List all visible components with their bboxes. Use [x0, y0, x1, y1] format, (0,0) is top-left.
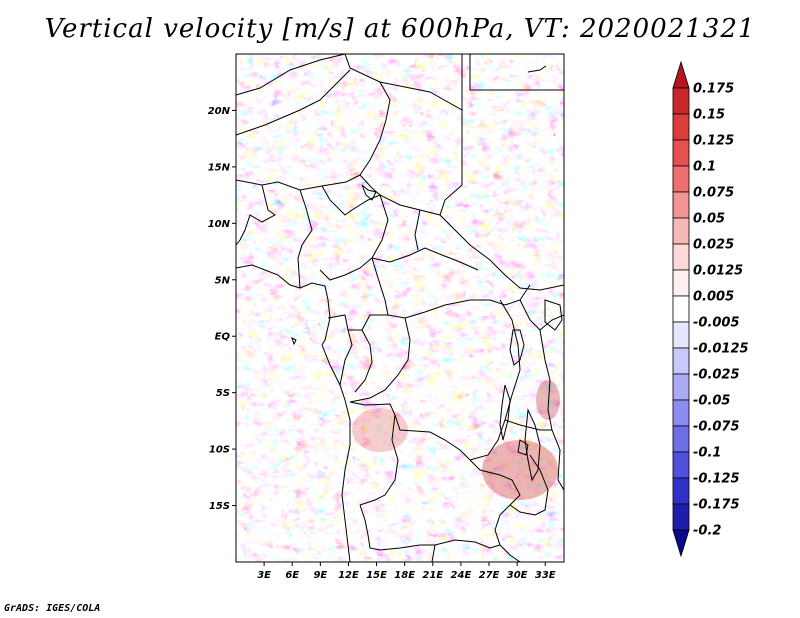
- lon-label: 21E: [422, 570, 443, 581]
- lat-label: 5N: [215, 275, 231, 286]
- colorbar-segment: [672, 243, 690, 271]
- map-frame: [235, 53, 565, 563]
- colorbar-label: -0.075: [693, 420, 740, 435]
- colorbar-segment: [672, 217, 690, 245]
- plot-title: Vertical velocity [m/s] at 600hPa, VT: 2…: [44, 14, 756, 44]
- lon-label: 30E: [507, 570, 528, 581]
- colorbar-label: 0.1: [693, 160, 716, 175]
- colorbar-label: -0.2: [693, 524, 721, 539]
- lon-label: 3E: [257, 570, 271, 581]
- colorbar-segment: [672, 60, 690, 89]
- colorbar-label: -0.005: [693, 316, 740, 331]
- colorbar-segment: [672, 503, 690, 531]
- colorbar-label: -0.175: [693, 498, 740, 513]
- colorbar-label: -0.125: [693, 472, 740, 487]
- colorbar-label: 0.025: [693, 238, 734, 253]
- lon-label: 18E: [394, 570, 415, 581]
- colorbar-segment: [672, 373, 690, 401]
- colorbar-segment: [672, 113, 690, 141]
- colorbar-label: -0.0125: [693, 342, 749, 357]
- colorbar-segment: [672, 87, 690, 115]
- colorbar-segment: [672, 477, 690, 505]
- colorbar-label: -0.05: [693, 394, 730, 409]
- lon-label: 15E: [366, 570, 387, 581]
- colorbar-segment: [672, 321, 690, 349]
- latitude-axis: 20N 15N 10N 5N EQ 5S 10S 15S: [208, 106, 236, 512]
- lon-label: 6E: [285, 570, 299, 581]
- colorbar-label: -0.025: [693, 368, 740, 383]
- colorbar-segment: [672, 269, 690, 297]
- colorbar-segment: [672, 347, 690, 375]
- colorbar-label: 0.005: [693, 290, 734, 305]
- grads-credit: GrADS: IGES/COLA: [4, 603, 101, 614]
- colorbar-label: 0.125: [693, 134, 734, 149]
- lat-label: 10N: [208, 219, 231, 230]
- colorbar-segment: [672, 399, 690, 427]
- colorbar-label: 0.15: [693, 108, 725, 123]
- colorbar-label: 0.175: [693, 82, 734, 97]
- lat-label: 15N: [208, 162, 231, 173]
- colorbar-segment: [672, 191, 690, 219]
- lon-label: 12E: [338, 570, 359, 581]
- lat-label: 5S: [216, 388, 230, 399]
- lon-label: 33E: [535, 570, 556, 581]
- lon-label: 24E: [451, 570, 472, 581]
- colorbar-label: 0.05: [693, 212, 725, 227]
- country-borders: [236, 54, 564, 562]
- lat-label: EQ: [215, 332, 231, 343]
- lon-label: 27E: [479, 570, 500, 581]
- colorbar-segment: [672, 139, 690, 167]
- colorbar-label: -0.1: [693, 446, 721, 461]
- colorbar-segment: [672, 451, 690, 479]
- colorbar-segment: [672, 529, 690, 558]
- colorbar-label: 0.0125: [693, 264, 743, 279]
- velocity-field: [236, 54, 564, 562]
- lat-label: 15S: [209, 501, 230, 512]
- longitude-axis: 3E 6E 9E 12E 15E 18E 21E 24E 27E 30E 33E: [257, 562, 556, 581]
- colorbar-segment: [672, 425, 690, 453]
- lon-label: 9E: [313, 570, 327, 581]
- lat-label: 20N: [208, 106, 231, 117]
- colorbar-segment: [672, 165, 690, 193]
- colorbar: 0.175 0.15 0.125 0.1 0.075 0.05 0.025 0.0125 0.0…: [672, 60, 749, 558]
- lat-label: 10S: [209, 445, 230, 456]
- colorbar-segment: [672, 295, 690, 323]
- colorbar-label: 0.075: [693, 186, 734, 201]
